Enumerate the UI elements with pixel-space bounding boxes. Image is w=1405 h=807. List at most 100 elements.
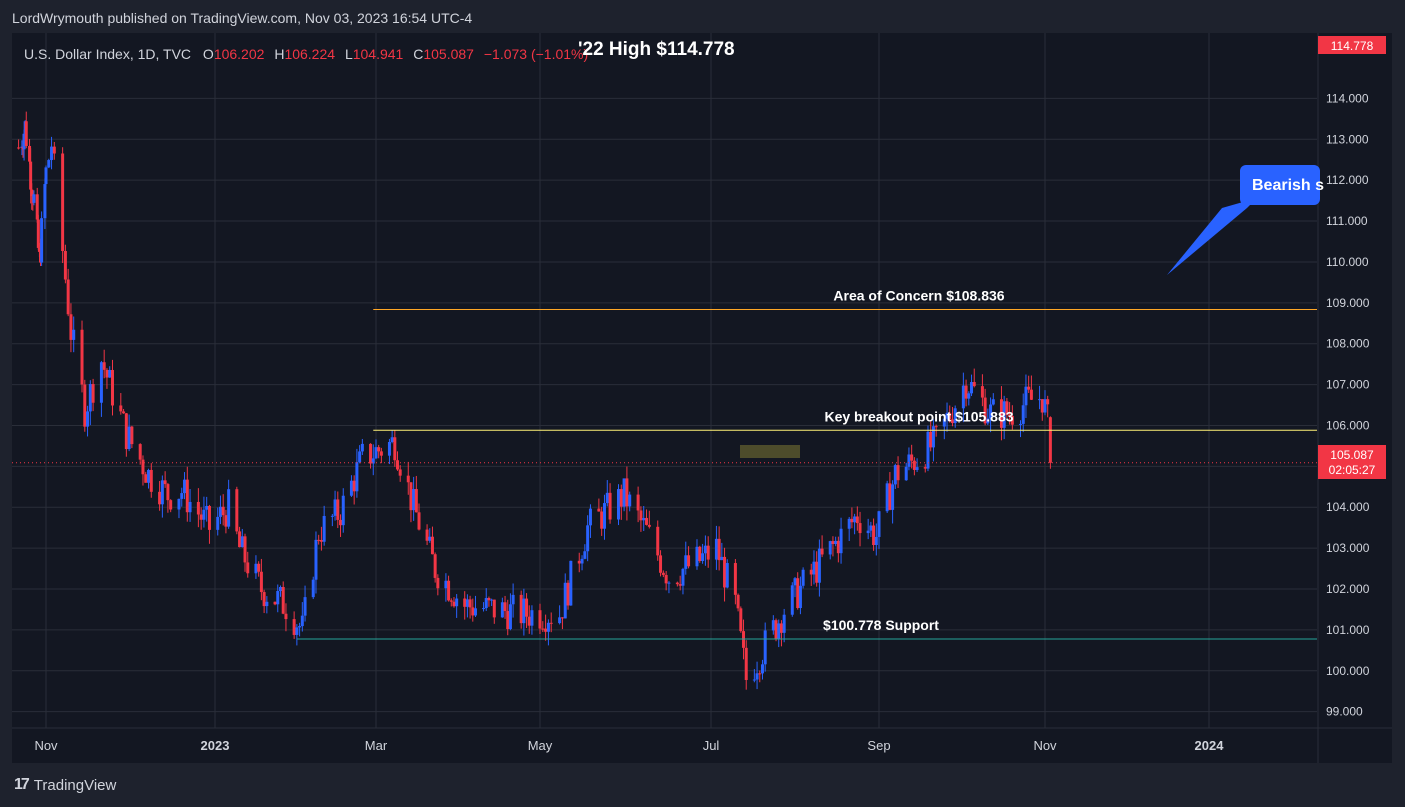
candle-body [61,153,65,251]
price-axis: 114.000 113.000 112.000 111.000 110.000 109.0… [1317,33,1392,763]
candle-body [32,194,36,203]
candle-body [369,443,373,464]
candle-body [196,501,200,515]
candle-body [891,484,895,510]
candle-body [99,362,103,403]
candle-body [417,512,421,530]
candle-body [967,393,971,399]
candle-body [177,498,181,510]
chart-area[interactable]: Area of Concern $108.836 Key breakout poi… [12,33,1392,763]
candle-body [144,474,148,483]
candle-body [29,161,33,190]
ohlc-legend: U.S. Dollar Index, 1D, TVC O106.202 H106… [24,46,588,62]
candle-body [202,509,206,520]
candle-body [1008,414,1012,416]
candle-body [1005,401,1009,415]
candle-body [398,469,402,476]
candle-body [659,555,663,573]
candle-body [763,630,767,665]
candle-body [742,631,746,648]
candle-body [1048,417,1052,463]
candle-body [608,492,612,520]
candle-body [449,600,453,602]
candle-body [893,465,897,485]
candle-body [586,525,590,552]
candle-body [777,623,781,639]
candle-body [723,556,727,588]
candle-body [931,426,935,448]
candle-body [425,529,429,541]
candle-body [828,541,832,555]
candle-body [40,218,44,263]
level-label: Area of Concern $108.836 [833,288,1004,304]
candle-body [812,561,816,575]
candle-body [1019,423,1023,425]
candle-body [850,518,854,523]
candle-body [452,601,456,607]
candle-body [681,568,685,586]
candle-body [235,489,239,532]
candle-body [809,569,813,575]
candle-body [37,247,41,252]
candle-body [885,483,889,512]
level-lines: Area of Concern $108.836 Key breakout poi… [12,288,1317,640]
candle-body [790,585,794,615]
candle-body [492,599,496,618]
candle-body [1040,399,1044,413]
candle-body [667,582,671,584]
candle-body [580,558,584,564]
candle-body [801,569,805,586]
candle-body [63,250,67,280]
candle-body [273,601,277,605]
candle-body [896,465,900,481]
candle-body [88,384,92,412]
candle-body [1024,386,1028,406]
candle-body [541,628,545,630]
candle-body [910,454,914,461]
candle-body [720,556,724,561]
svg-text:02:05:27: 02:05:27 [1329,463,1376,477]
candle-body [684,555,688,569]
candle-body [341,495,345,526]
candle-body [221,506,225,516]
price-tick-label: 101.000 [1326,623,1370,637]
candle-body [393,437,397,461]
candle-body [409,482,413,511]
candle-body [525,598,529,617]
annotation-22-high[interactable]: '22 High $114.778 [578,39,735,60]
grid [12,33,1317,728]
chart-svg[interactable]: Area of Concern $108.836 Key breakout poi… [12,33,1392,763]
time-tick-label: Mar [365,738,388,753]
candle-body [1038,399,1042,401]
price-axis-bg [1318,33,1392,763]
bearish-callout[interactable]: Bearish s [1167,165,1324,275]
candle-body [831,541,835,545]
candle-body [717,538,721,561]
candle-body [872,525,876,545]
candle-body [86,411,90,427]
price-tick-label: 114.000 [1326,91,1369,105]
candle-body [929,431,933,448]
candle-body [703,545,707,554]
candle-body [259,571,263,593]
candle-body [412,489,416,511]
candle-body [390,437,394,442]
candle-body [205,505,209,510]
time-tick-label: Nov [1033,738,1057,753]
candle-body [774,620,778,639]
candle-body [396,460,400,470]
time-axis: Nov 2023 Mar May Jul Sep Nov 2024 [12,727,1392,753]
symbol-label: U.S. Dollar Index, 1D, TVC [24,46,191,62]
candle-body [257,563,261,572]
candle-body [349,480,353,496]
candle-body [874,536,878,545]
tradingview-brand[interactable]: 17 TradingView [14,776,116,794]
candle-body [522,598,526,624]
candle-body [436,577,440,589]
candle-body [276,591,280,605]
candle-body [583,551,587,559]
candle-body [352,480,356,492]
candle-body [782,614,786,633]
price-tick-label: 113.000 [1326,132,1369,146]
tradingview-logo-icon: 17 [14,776,30,793]
